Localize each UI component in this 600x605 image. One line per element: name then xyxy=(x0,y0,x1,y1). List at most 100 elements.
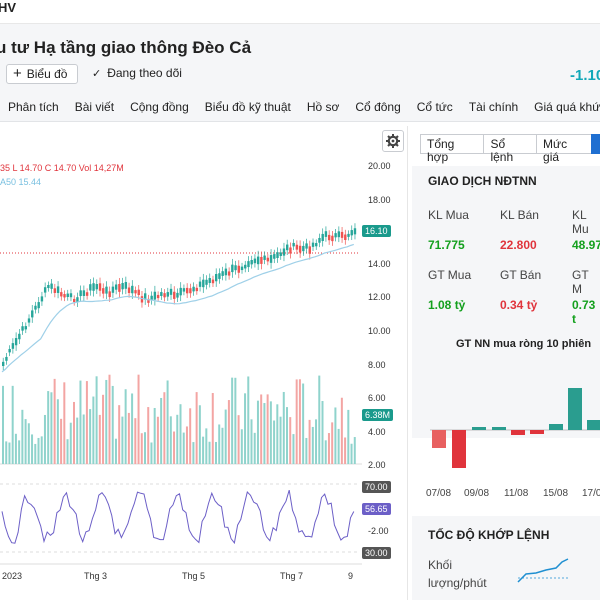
volume-bar xyxy=(215,441,217,464)
candle xyxy=(92,283,95,291)
candle xyxy=(347,233,350,237)
price-tick: 14.00 xyxy=(368,259,391,269)
osc-value-tag: 56.65 xyxy=(362,503,391,515)
candle xyxy=(208,278,211,283)
net-bar xyxy=(511,430,525,435)
candle xyxy=(66,293,69,297)
candle xyxy=(153,291,157,300)
match-speed-title: TỐC ĐỘ KHỚP LỆNH xyxy=(428,528,550,542)
net-buy-chart xyxy=(430,388,600,468)
volume-bar xyxy=(202,436,205,464)
volume-bar xyxy=(253,432,256,464)
volume-bar xyxy=(11,385,14,464)
volume-bar xyxy=(150,442,153,464)
tab-technical-chart[interactable]: Biểu đồ kỹ thuật xyxy=(204,99,291,114)
candle xyxy=(8,348,11,353)
candle xyxy=(276,252,279,259)
candle xyxy=(27,318,31,323)
candle xyxy=(56,286,60,293)
volume-bar xyxy=(24,419,27,464)
candle xyxy=(82,290,86,296)
tab-more[interactable] xyxy=(591,134,600,154)
volume-bar xyxy=(231,377,234,464)
tab-price-levels[interactable]: Mức giá xyxy=(536,134,593,164)
osc-tick: 70.00 xyxy=(362,481,391,493)
volume-bar xyxy=(224,409,227,464)
volume-bar xyxy=(327,433,330,464)
gt-net-value: 0.73 t xyxy=(572,298,596,326)
tab-summary[interactable]: Tổng hợp xyxy=(420,134,485,164)
tab-dividends[interactable]: Cổ tức xyxy=(416,99,453,114)
volume-bar xyxy=(69,422,72,464)
candle xyxy=(250,260,253,265)
candle xyxy=(305,243,308,249)
candle xyxy=(266,257,270,262)
candle xyxy=(37,302,40,309)
tab-orderbook[interactable]: Sổ lệnh xyxy=(483,134,538,164)
match-speed-section: TỐC ĐỘ KHỚP LỆNH Khối lượng/phút xyxy=(412,516,600,600)
candle xyxy=(327,234,331,241)
volume-bar xyxy=(173,431,176,464)
company-name: u tư Hạ tầng giao thông Đèo Cả xyxy=(0,38,252,57)
volume-bar xyxy=(114,438,117,464)
volume-bar xyxy=(153,407,156,464)
volume-bar xyxy=(169,416,172,464)
tab-price-history[interactable]: Giá quá khứ xyxy=(534,99,600,114)
volume-bar xyxy=(321,401,324,464)
candle xyxy=(31,310,34,318)
volume-bar xyxy=(95,376,98,464)
candle xyxy=(34,305,37,310)
volume-bar xyxy=(298,379,301,464)
net-bar xyxy=(587,420,600,430)
tab-financials[interactable]: Tài chính xyxy=(468,99,519,114)
volume-bar xyxy=(302,383,305,464)
gt-sell-value: 0.34 tỷ xyxy=(500,298,538,312)
candle xyxy=(195,287,199,292)
tab-shareholders[interactable]: Cổ đông xyxy=(355,99,401,114)
volume-bar xyxy=(256,400,259,464)
candle xyxy=(73,298,76,303)
candle xyxy=(134,290,137,294)
volume-bar xyxy=(318,375,321,464)
candle xyxy=(21,326,24,331)
x-label: Thg 5 xyxy=(182,571,206,581)
net-bar xyxy=(472,427,486,430)
candle xyxy=(53,288,57,293)
volume-bar xyxy=(347,409,350,464)
stock-header xyxy=(0,24,600,92)
x-label: 2023 xyxy=(2,571,23,581)
volume-bar xyxy=(276,404,279,464)
volume-bar xyxy=(260,394,263,464)
volume-bar xyxy=(266,394,269,464)
net-date: 09/08 xyxy=(464,488,490,499)
volume-bar xyxy=(21,409,24,464)
volume-bar xyxy=(121,416,124,464)
x-label: Thg 3 xyxy=(84,571,108,581)
candle xyxy=(234,265,237,271)
candle xyxy=(324,231,328,237)
candle xyxy=(114,284,118,290)
candle xyxy=(179,287,182,296)
candle xyxy=(198,281,202,287)
price-tick: 10.00 xyxy=(368,326,391,336)
chart-canvas[interactable] xyxy=(0,126,408,600)
volume-bar xyxy=(292,434,295,464)
volume-bar xyxy=(311,426,314,464)
volume-bar xyxy=(31,434,34,464)
volume-bar xyxy=(166,380,169,464)
tab-analysis[interactable]: Phân tích xyxy=(8,99,59,114)
stock-nav: Phân tích Bài viết Cộng đồng Biểu đồ kỹ … xyxy=(0,92,600,122)
volume-bar xyxy=(305,437,308,464)
price-tick: 8.00 xyxy=(368,360,386,370)
net-bar xyxy=(568,388,582,430)
price-chart[interactable] xyxy=(0,126,408,600)
candle xyxy=(289,247,292,254)
tab-articles[interactable]: Bài viết xyxy=(74,99,115,114)
gear-icon[interactable] xyxy=(382,130,404,152)
chart-button[interactable]: + Biểu đồ xyxy=(6,64,78,84)
candle xyxy=(156,294,160,299)
tab-community[interactable]: Cộng đồng xyxy=(130,99,189,114)
tab-profile[interactable]: Hồ sơ xyxy=(306,99,340,114)
volume-bar xyxy=(66,439,69,464)
follow-button[interactable]: ✓ Đang theo dõi xyxy=(92,66,182,80)
